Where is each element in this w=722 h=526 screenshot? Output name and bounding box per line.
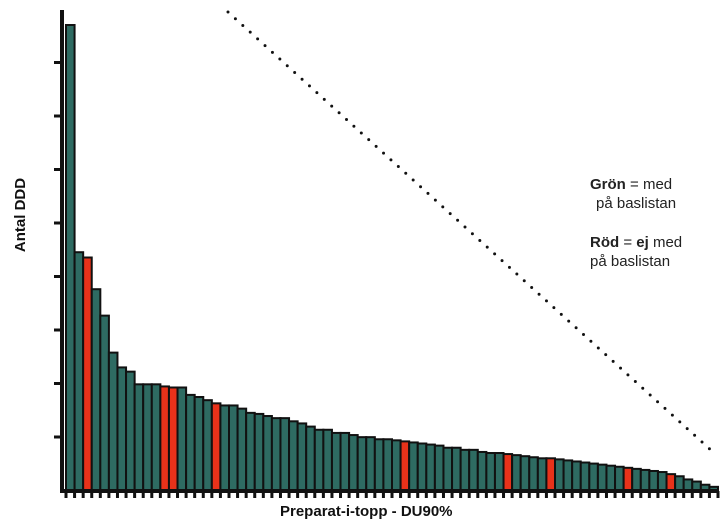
bar xyxy=(545,457,556,491)
bar xyxy=(425,443,436,491)
bar xyxy=(82,256,93,491)
bar xyxy=(236,407,248,492)
legend-red: Röd = ej med på baslistan xyxy=(590,233,682,271)
legend-red-rest: med xyxy=(652,234,683,251)
bar xyxy=(674,475,685,492)
bar xyxy=(468,448,479,491)
bar xyxy=(107,351,119,491)
bar xyxy=(433,444,445,491)
bar xyxy=(588,462,599,491)
bar xyxy=(605,464,617,492)
bar xyxy=(416,442,428,491)
bar xyxy=(65,24,76,491)
bar xyxy=(219,404,230,492)
bar xyxy=(305,425,316,491)
bar xyxy=(73,251,85,491)
bar xyxy=(451,446,462,492)
bar xyxy=(288,420,299,491)
bar xyxy=(279,417,291,492)
bar xyxy=(485,452,496,492)
bar xyxy=(665,473,677,491)
bar xyxy=(330,431,342,491)
bar xyxy=(116,366,128,491)
bar xyxy=(596,463,608,492)
bar xyxy=(193,396,205,491)
bar xyxy=(408,441,419,492)
trend-line xyxy=(226,10,715,454)
bar xyxy=(296,422,308,492)
legend-red-word: Röd xyxy=(590,234,620,251)
bar xyxy=(262,415,273,491)
bar xyxy=(202,399,213,492)
bar xyxy=(167,386,179,491)
bar xyxy=(270,417,282,492)
bar xyxy=(185,393,196,492)
legend-green-line2: på baslistan xyxy=(596,195,677,212)
bar xyxy=(691,480,702,491)
bar xyxy=(656,471,668,491)
bar xyxy=(125,370,136,492)
bar xyxy=(356,436,368,492)
bar xyxy=(391,439,402,491)
bar xyxy=(313,428,325,492)
bar xyxy=(536,457,548,491)
bar xyxy=(562,459,574,492)
bar xyxy=(159,385,170,491)
legend-red-line2: på baslistan xyxy=(590,253,671,270)
bar xyxy=(622,466,634,491)
bar xyxy=(571,460,582,492)
legend: Grön = med på baslistan Röd = ej med på … xyxy=(590,175,682,271)
bar xyxy=(365,436,376,492)
bar xyxy=(90,288,102,492)
bar xyxy=(339,431,351,491)
bar xyxy=(253,412,265,491)
bar xyxy=(519,455,531,491)
bar xyxy=(210,402,222,491)
bar xyxy=(579,461,591,491)
bars-group xyxy=(65,24,719,492)
bar xyxy=(614,465,625,491)
bar xyxy=(648,469,659,492)
bar xyxy=(133,383,145,492)
bar xyxy=(631,467,642,491)
legend-green: Grön = med på baslistan xyxy=(590,175,682,213)
bar xyxy=(399,440,411,492)
bar xyxy=(554,458,565,492)
bar xyxy=(373,438,385,491)
bar xyxy=(528,456,539,491)
y-axis-label: Antal DDD xyxy=(12,177,29,253)
bar xyxy=(228,404,239,492)
legend-red-eq: = xyxy=(623,234,633,251)
bar xyxy=(382,438,394,491)
axes-group xyxy=(54,10,720,498)
bar xyxy=(639,468,651,492)
bar xyxy=(99,314,110,492)
bar xyxy=(511,454,522,492)
bar xyxy=(150,383,162,492)
trend-line-group xyxy=(226,10,715,454)
bar xyxy=(322,428,333,492)
bar xyxy=(476,450,488,492)
bar xyxy=(502,453,514,492)
bar xyxy=(682,478,694,491)
legend-green-word: Grön xyxy=(590,176,626,193)
legend-green-rest: = med xyxy=(630,176,673,193)
bar xyxy=(493,452,505,492)
bar xyxy=(348,434,359,491)
bar xyxy=(245,411,256,492)
legend-red-ej: ej xyxy=(636,234,649,251)
bar xyxy=(459,448,471,491)
x-axis-label: Preparat-i-topp - DU90% xyxy=(280,503,453,520)
bar xyxy=(142,383,153,492)
bar xyxy=(176,386,188,491)
bar xyxy=(442,446,454,492)
